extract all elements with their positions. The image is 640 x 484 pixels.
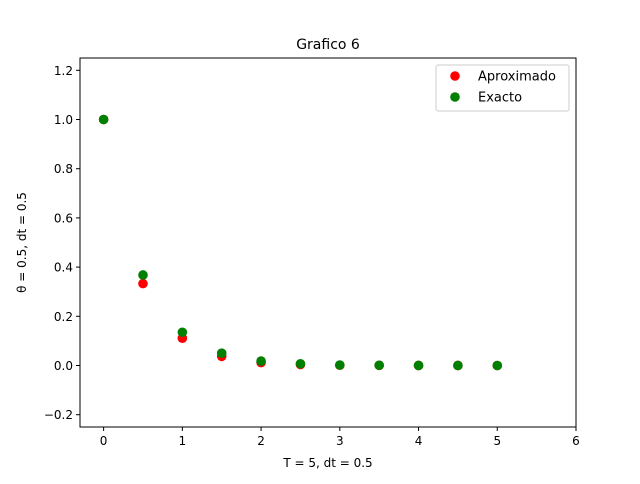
point-exacto <box>138 270 148 280</box>
y-tick-label: 0.6 <box>54 211 73 225</box>
y-axis-label: θ = 0.5, dt = 0.5 <box>15 192 29 293</box>
y-tick-label: 0.2 <box>54 310 73 324</box>
point-exacto <box>256 356 266 366</box>
x-tick-label: 4 <box>415 434 423 448</box>
x-tick-label: 6 <box>572 434 580 448</box>
plot-frame <box>79 57 577 428</box>
y-axis: −0.2 0.0 0.2 0.4 0.6 0.8 1.0 1.2 <box>44 64 80 422</box>
point-exacto <box>177 327 188 338</box>
y-tick-label: −0.2 <box>44 408 73 422</box>
x-axis: 0 1 2 3 4 5 6 <box>100 427 580 448</box>
x-tick-label: 3 <box>336 434 344 448</box>
legend-frame <box>435 64 570 112</box>
y-tick-label: 0.8 <box>54 162 73 176</box>
chart-title: Grafico 6 <box>296 37 360 53</box>
point-exacto <box>98 114 109 125</box>
point-exacto <box>295 358 306 369</box>
point-exacto <box>335 360 345 370</box>
point-exacto <box>374 360 384 371</box>
data-marks <box>98 114 503 371</box>
legend-marker-aproximado <box>450 71 460 81</box>
legend-label-aproximado: Aproximado <box>478 70 556 85</box>
y-tick-label: 0.0 <box>54 359 73 373</box>
point-exacto <box>216 348 227 359</box>
legend: Aproximado Exacto <box>435 64 570 112</box>
y-tick-label: 1.2 <box>54 64 73 78</box>
point-exacto <box>413 360 424 371</box>
point-aproximado <box>138 278 148 289</box>
x-tick-label: 0 <box>100 434 108 448</box>
y-tick-label: 0.4 <box>54 261 73 275</box>
y-tick-label: 1.0 <box>54 113 73 127</box>
x-axis-label: T = 5, dt = 0.5 <box>282 456 372 470</box>
point-exacto <box>453 360 463 371</box>
legend-marker-exacto <box>450 92 460 102</box>
x-tick-label: 1 <box>179 434 187 448</box>
x-tick-label: 2 <box>257 434 265 448</box>
x-tick-label: 5 <box>493 434 501 448</box>
point-exacto <box>492 360 503 371</box>
legend-label-exacto: Exacto <box>478 91 522 106</box>
